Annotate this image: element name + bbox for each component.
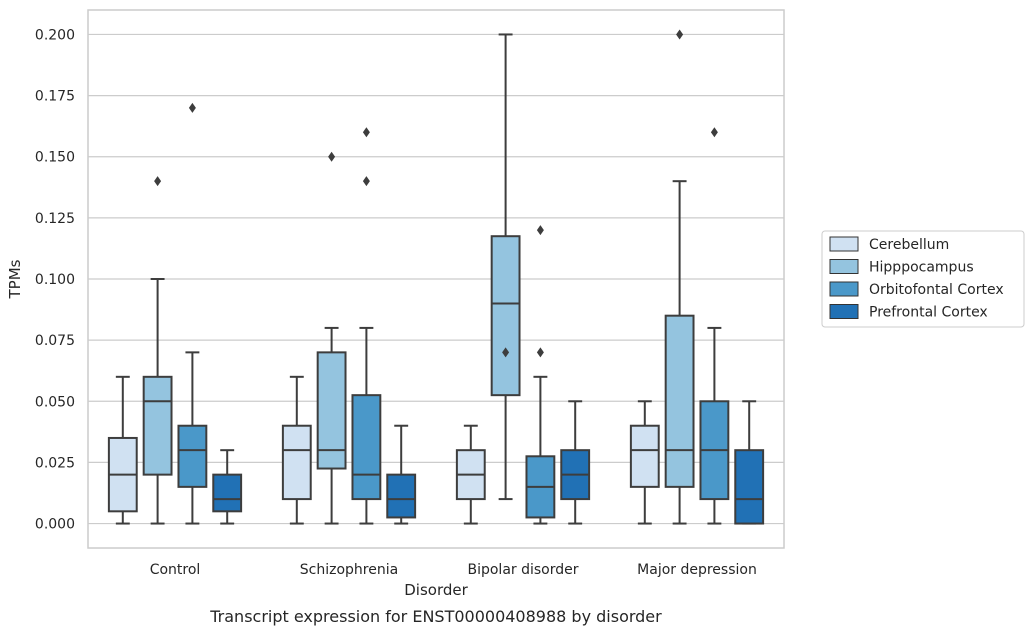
box-iqr: [734, 449, 765, 525]
legend-label: Prefrontal Cortex: [869, 305, 988, 321]
series-cerebellum: [107, 375, 660, 525]
y-tick-label: 0.075: [35, 333, 75, 349]
box-iqr: [664, 314, 695, 488]
outlier-marker: [188, 102, 196, 113]
y-axis-ticks: 0.000 0.025 0.050 0.075 0.100 0.125 0.150 0.175…: [35, 27, 75, 532]
box-iqr: [490, 235, 521, 397]
x-tick-label: Schizophrenia: [300, 562, 398, 578]
box-iqr: [316, 351, 347, 470]
box-iqr: [212, 473, 243, 513]
legend-label: Hipppocampus: [869, 260, 974, 276]
box: [560, 400, 591, 525]
y-tick-label: 0.000: [35, 517, 75, 533]
box: [212, 449, 243, 525]
legend: Cerebellum Hipppocampus Orbitofontal Corte…: [821, 230, 1025, 328]
box-iqr: [351, 394, 382, 501]
legend-swatch: [829, 236, 859, 252]
box: [699, 127, 730, 525]
legend-swatch: [829, 304, 859, 319]
box: [316, 151, 347, 525]
box-iqr: [386, 473, 417, 519]
box: [177, 102, 208, 525]
legend-frame: [821, 230, 1025, 328]
outlier-marker: [710, 127, 718, 138]
x-axis-ticks: Control Schizophrenia Bipolar disorder Majo…: [150, 562, 757, 578]
box: [281, 375, 312, 525]
outlier-marker: [536, 347, 544, 358]
box: [455, 424, 486, 525]
y-tick-label: 0.200: [35, 27, 75, 43]
series-orbitofontal-cortex: [177, 102, 730, 525]
y-tick-label: 0.100: [35, 272, 75, 288]
box: [664, 29, 695, 525]
y-tick-label: 0.125: [35, 211, 75, 227]
box: [142, 176, 173, 525]
box: [490, 33, 521, 501]
outlier-marker: [502, 347, 510, 358]
chart-caption: Transcript expression for ENST0000040898…: [209, 607, 662, 626]
x-axis-label: Disorder: [404, 581, 468, 599]
outlier-marker: [362, 176, 370, 187]
legend-swatch: [829, 259, 859, 274]
y-axis-label: TPMs: [6, 259, 24, 299]
outlier-marker: [362, 127, 370, 138]
y-tick-label: 0.175: [35, 89, 75, 105]
box: [107, 375, 138, 525]
outlier-marker: [154, 176, 162, 187]
x-tick-label: Bipolar disorder: [467, 562, 578, 578]
box: [386, 424, 417, 525]
outlier-marker: [328, 151, 336, 162]
outlier-marker: [536, 225, 544, 236]
box-series: [107, 29, 765, 525]
y-tick-label: 0.050: [35, 394, 75, 410]
box-iqr: [629, 424, 660, 488]
x-tick-label: Major depression: [637, 562, 757, 578]
x-tick-label: Control: [150, 562, 201, 578]
series-hipppocampus: [142, 29, 695, 525]
box: [734, 400, 765, 525]
y-tick-label: 0.025: [35, 455, 75, 471]
box: [351, 127, 382, 525]
outlier-marker: [676, 29, 684, 40]
legend-label: Cerebellum: [869, 237, 949, 253]
series-prefrontal-cortex: [212, 400, 765, 525]
box-iqr: [177, 424, 208, 488]
legend-swatch: [829, 281, 859, 297]
box-iqr: [281, 424, 312, 501]
y-tick-label: 0.150: [35, 150, 75, 166]
plot-area-frame: [87, 9, 785, 549]
legend-label: Orbitofontal Cortex: [869, 282, 1004, 298]
box: [629, 400, 660, 525]
box: [525, 225, 556, 525]
box-iqr: [142, 375, 173, 476]
